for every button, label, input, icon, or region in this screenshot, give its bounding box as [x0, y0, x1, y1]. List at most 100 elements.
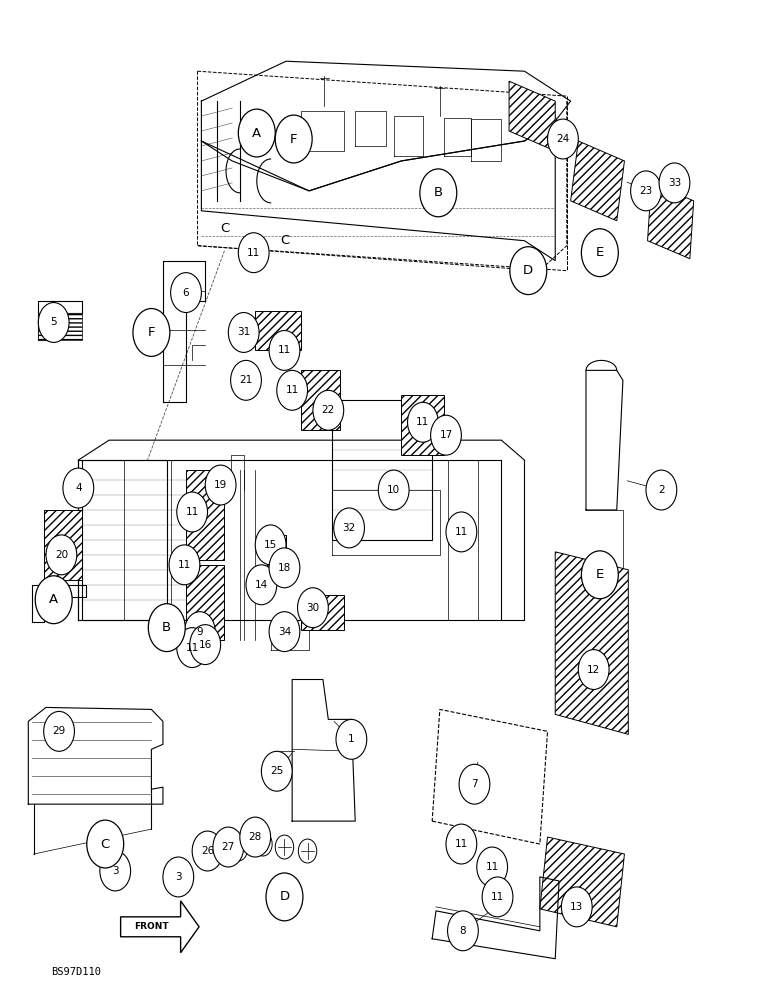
Polygon shape — [44, 510, 82, 580]
Text: 23: 23 — [639, 186, 652, 196]
Text: 11: 11 — [178, 560, 191, 570]
Circle shape — [163, 857, 194, 897]
Text: 11: 11 — [416, 417, 429, 427]
Text: 13: 13 — [571, 902, 584, 912]
Circle shape — [86, 820, 124, 868]
Polygon shape — [39, 313, 82, 340]
Circle shape — [44, 711, 74, 751]
Polygon shape — [186, 565, 225, 640]
Polygon shape — [555, 552, 628, 734]
Circle shape — [446, 512, 477, 552]
Circle shape — [297, 588, 328, 628]
Text: 16: 16 — [198, 640, 212, 650]
Circle shape — [239, 109, 276, 157]
Circle shape — [100, 851, 130, 891]
Circle shape — [581, 551, 618, 599]
Polygon shape — [540, 837, 625, 927]
Text: 11: 11 — [286, 385, 299, 395]
Text: 28: 28 — [249, 832, 262, 842]
Text: 18: 18 — [278, 563, 291, 573]
Text: 11: 11 — [455, 839, 468, 849]
Circle shape — [133, 309, 170, 356]
Circle shape — [646, 470, 677, 510]
Circle shape — [229, 313, 259, 352]
Text: 11: 11 — [491, 892, 504, 902]
Circle shape — [490, 885, 505, 905]
Circle shape — [631, 171, 662, 211]
Text: 15: 15 — [264, 540, 277, 550]
Text: 33: 33 — [668, 178, 681, 188]
Circle shape — [239, 233, 269, 273]
Circle shape — [454, 832, 469, 852]
Circle shape — [254, 832, 273, 856]
Text: C: C — [100, 838, 110, 851]
Text: 25: 25 — [270, 766, 283, 776]
Circle shape — [334, 508, 364, 548]
Circle shape — [485, 855, 499, 875]
Circle shape — [205, 465, 236, 505]
Circle shape — [659, 163, 690, 203]
Text: 1: 1 — [348, 734, 354, 744]
Circle shape — [177, 628, 208, 668]
Circle shape — [206, 839, 225, 863]
Text: F: F — [147, 326, 155, 339]
Text: 34: 34 — [278, 627, 291, 637]
Text: 6: 6 — [183, 288, 189, 298]
Circle shape — [415, 410, 431, 430]
Circle shape — [169, 545, 200, 585]
Circle shape — [298, 839, 317, 863]
Circle shape — [454, 520, 469, 540]
Polygon shape — [301, 370, 340, 430]
Text: A: A — [252, 127, 262, 140]
Circle shape — [269, 612, 300, 652]
Circle shape — [190, 625, 221, 665]
Text: 27: 27 — [222, 842, 235, 852]
Circle shape — [276, 115, 312, 163]
Text: A: A — [49, 593, 58, 606]
Text: 29: 29 — [52, 726, 66, 736]
Circle shape — [459, 764, 490, 804]
Circle shape — [185, 500, 200, 520]
Circle shape — [192, 831, 223, 871]
Text: 17: 17 — [439, 430, 452, 440]
Text: 3: 3 — [175, 872, 181, 882]
Circle shape — [477, 847, 507, 887]
Text: E: E — [596, 246, 604, 259]
Circle shape — [231, 360, 262, 400]
Text: FRONT: FRONT — [134, 922, 169, 931]
Text: 4: 4 — [75, 483, 82, 493]
Text: C: C — [220, 222, 229, 235]
Circle shape — [63, 468, 93, 508]
Text: 12: 12 — [587, 665, 601, 675]
Text: 19: 19 — [214, 480, 227, 490]
Circle shape — [213, 827, 244, 867]
Circle shape — [177, 492, 208, 532]
Circle shape — [246, 241, 262, 261]
Text: 7: 7 — [471, 779, 478, 789]
Circle shape — [277, 370, 307, 410]
Text: 11: 11 — [185, 507, 198, 517]
Circle shape — [266, 873, 303, 921]
Circle shape — [284, 378, 300, 398]
Circle shape — [262, 751, 292, 791]
Text: 31: 31 — [237, 327, 250, 337]
Text: 3: 3 — [112, 866, 119, 876]
Polygon shape — [186, 470, 225, 560]
Circle shape — [36, 576, 72, 624]
Circle shape — [313, 390, 344, 430]
Circle shape — [177, 554, 192, 574]
Text: 32: 32 — [343, 523, 356, 533]
Circle shape — [148, 604, 185, 652]
Circle shape — [446, 824, 477, 864]
Text: 11: 11 — [486, 862, 499, 872]
Text: D: D — [279, 890, 290, 903]
Circle shape — [547, 119, 578, 159]
Text: 10: 10 — [387, 485, 400, 495]
Text: C: C — [279, 234, 289, 247]
Text: 26: 26 — [201, 846, 214, 856]
Text: 8: 8 — [459, 926, 466, 936]
Polygon shape — [648, 183, 694, 259]
Text: 20: 20 — [55, 550, 68, 560]
Polygon shape — [571, 141, 625, 221]
Circle shape — [276, 835, 293, 859]
